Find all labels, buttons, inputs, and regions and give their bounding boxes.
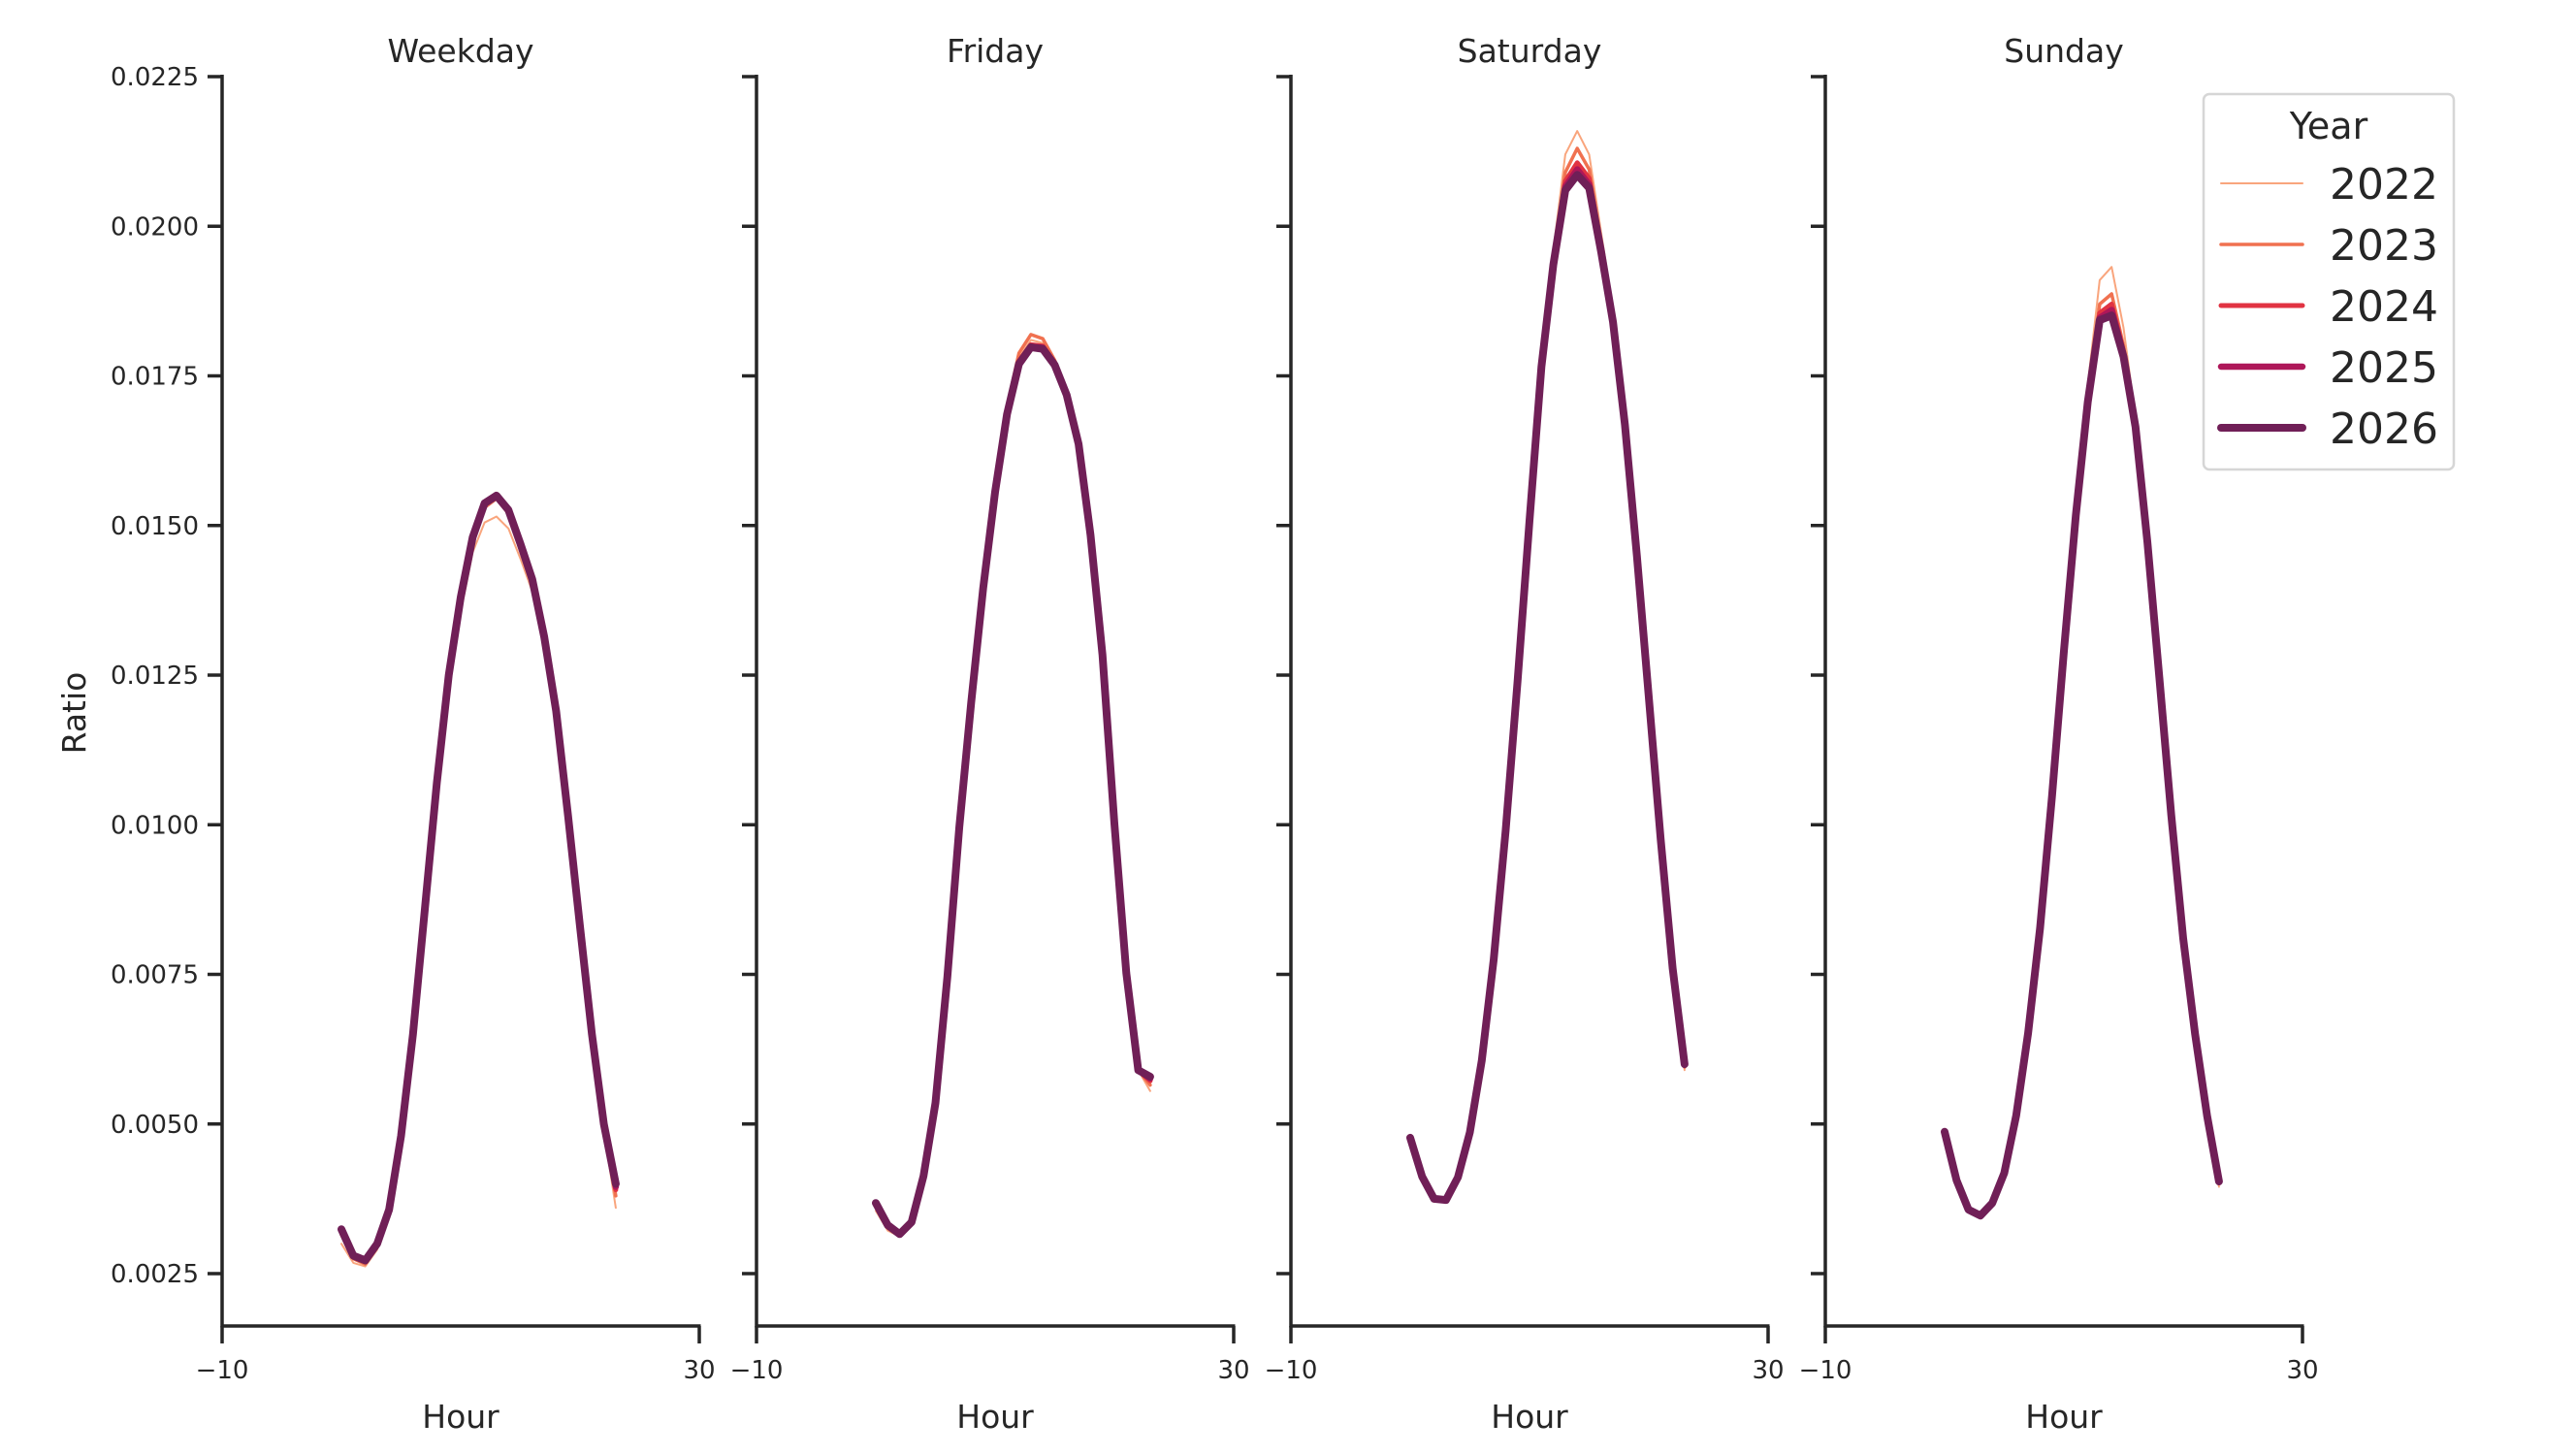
legend-label: 2023 xyxy=(2330,221,2438,271)
x-axis-label: Hour xyxy=(2025,1398,2103,1436)
series-line-2026 xyxy=(1941,311,2223,1220)
panel-title: Friday xyxy=(947,32,1044,70)
y-tick-label: 0.0150 xyxy=(111,512,199,541)
series-line-2022 xyxy=(1944,266,2220,1220)
legend-label: 2026 xyxy=(2330,404,2438,454)
legend-frame xyxy=(2202,92,2456,471)
panel-friday: Friday −10 30 Hour xyxy=(730,32,1250,1436)
x-tick-label: 30 xyxy=(2286,1356,2318,1385)
legend-item-2024: 2024 xyxy=(2218,282,2438,332)
x-tick-label: −10 xyxy=(196,1356,249,1385)
x-tick-label: 30 xyxy=(1752,1356,1784,1385)
legend: Year 2022 2023 2024 2025 2026 xyxy=(2202,92,2456,471)
x-tick-label: −10 xyxy=(730,1356,784,1385)
legend-item-2026: 2026 xyxy=(2217,404,2438,454)
x-tick-label: 30 xyxy=(683,1356,715,1385)
x-axis-label: Hour xyxy=(422,1398,499,1436)
panels-group: Weekday 0.0025 0.0050 0.0075 0.0100 0.0125 0.0… xyxy=(111,32,2319,1436)
x-tick-label: −10 xyxy=(1799,1356,1852,1385)
y-tick-label: 0.0025 xyxy=(111,1260,199,1289)
legend-item-2022: 2022 xyxy=(2220,160,2438,210)
y-tick-label: 0.0100 xyxy=(111,811,199,840)
panel-saturday: Saturday −10 30 Hour xyxy=(1265,32,1785,1436)
y-tick-label: 0.0200 xyxy=(111,212,199,242)
x-axis-label: Hour xyxy=(956,1398,1034,1436)
x-axis-label: Hour xyxy=(1491,1398,1568,1436)
y-tick-label: 0.0225 xyxy=(111,63,199,92)
series-line-2026 xyxy=(1406,171,1689,1205)
y-tick-label: 0.0050 xyxy=(111,1111,199,1140)
y-tick-label: 0.0175 xyxy=(111,363,199,392)
x-tick-label: −10 xyxy=(1265,1356,1318,1385)
panel-sunday: Sunday −10 30 Hour xyxy=(1799,32,2319,1436)
y-axis-label: Ratio xyxy=(55,672,93,755)
panel-weekday: Weekday 0.0025 0.0050 0.0075 0.0100 0.0125 0.0… xyxy=(111,32,716,1436)
legend-label: 2024 xyxy=(2330,282,2438,332)
y-tick-label: 0.0075 xyxy=(111,961,199,990)
legend-label: 2025 xyxy=(2330,343,2438,393)
legend-items: 2022 2023 2024 2025 2026 xyxy=(2217,160,2438,454)
x-tick-label: 30 xyxy=(1217,1356,1249,1385)
panel-title: Weekday xyxy=(387,32,533,70)
legend-title: Year xyxy=(2289,105,2368,147)
panel-title: Saturday xyxy=(1458,32,1602,70)
legend-item-2025: 2025 xyxy=(2217,343,2438,393)
legend-item-2023: 2023 xyxy=(2219,221,2438,271)
panel-title: Sunday xyxy=(2004,32,2123,70)
y-tick-label: 0.0125 xyxy=(111,662,199,691)
series-line-2026 xyxy=(872,342,1154,1239)
legend-label: 2022 xyxy=(2330,160,2438,210)
series-line-2026 xyxy=(338,491,620,1265)
